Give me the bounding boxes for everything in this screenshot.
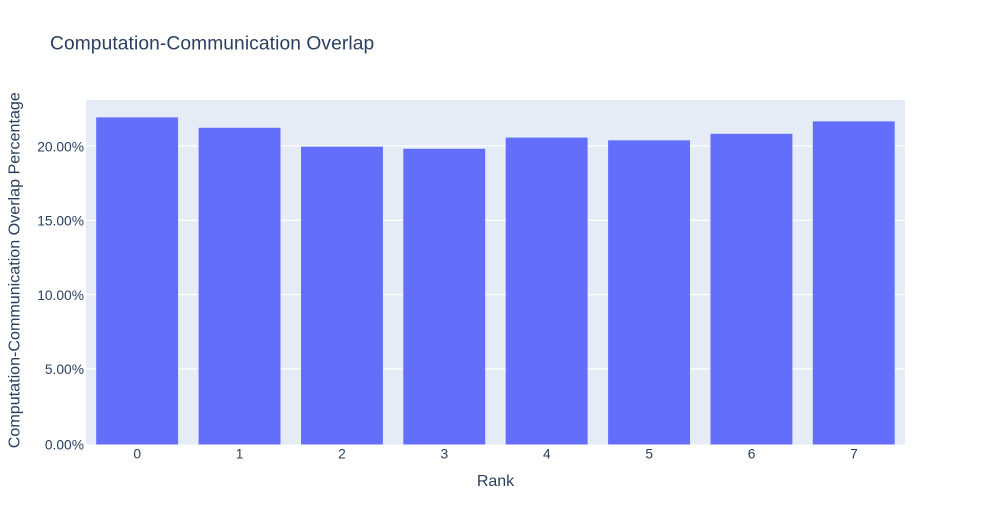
svg-text:7: 7 (850, 447, 858, 462)
svg-text:20.00%: 20.00% (37, 139, 84, 154)
svg-text:Rank: Rank (477, 473, 515, 490)
svg-text:0.00%: 0.00% (45, 437, 84, 452)
svg-text:3: 3 (441, 447, 449, 462)
svg-text:5.00%: 5.00% (45, 362, 84, 377)
svg-text:10.00%: 10.00% (37, 288, 84, 303)
svg-text:6: 6 (748, 447, 756, 462)
svg-text:15.00%: 15.00% (37, 214, 84, 229)
svg-text:4: 4 (543, 447, 551, 462)
svg-text:Computation-Communication Over: Computation-Communication Overlap (50, 34, 374, 55)
svg-text:0: 0 (133, 447, 141, 462)
svg-text:5: 5 (645, 447, 653, 462)
svg-text:2: 2 (338, 447, 346, 462)
svg-text:Computation-Communication Over: Computation-Communication Overlap Percen… (5, 92, 23, 448)
svg-text:1: 1 (236, 447, 244, 462)
